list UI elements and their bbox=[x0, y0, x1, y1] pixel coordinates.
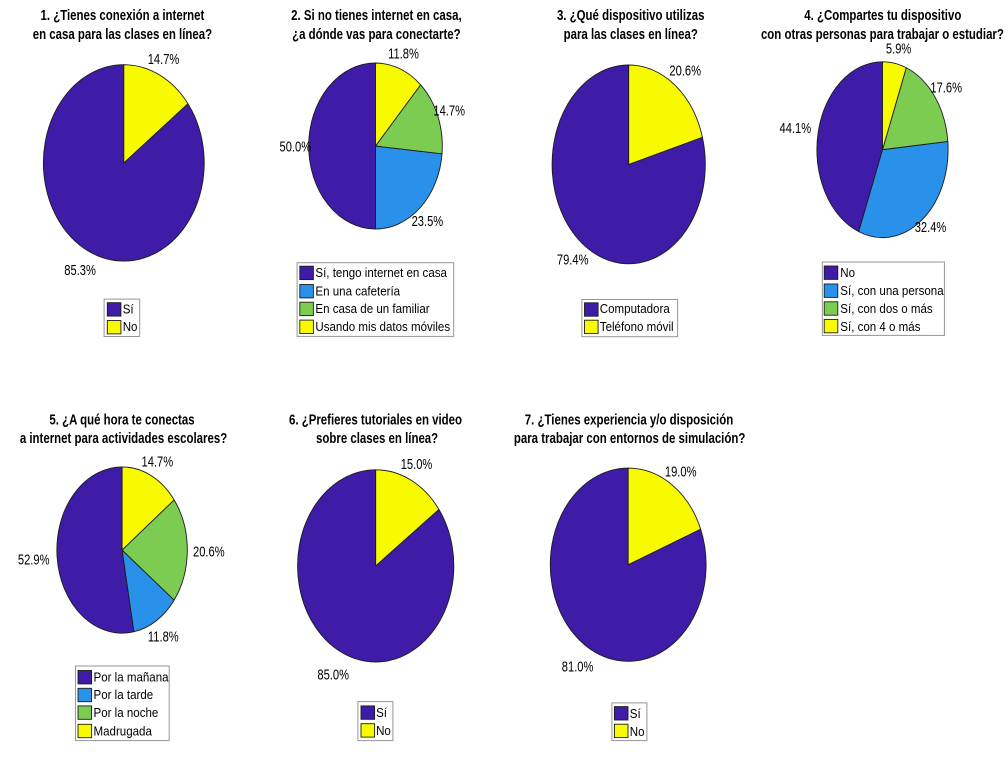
svg-text:85.0%: 85.0% bbox=[317, 666, 349, 683]
svg-text:14.7%: 14.7% bbox=[433, 102, 465, 119]
svg-text:4. ¿Compartes tu dispositivo: 4. ¿Compartes tu dispositivo bbox=[804, 7, 961, 24]
svg-text:Por la mañana: Por la mañana bbox=[94, 670, 169, 685]
svg-text:Por la tarde: Por la tarde bbox=[94, 687, 154, 702]
svg-text:11.8%: 11.8% bbox=[148, 628, 179, 645]
svg-text:Computadora: Computadora bbox=[600, 301, 670, 316]
svg-text:En casa de un familiar: En casa de un familiar bbox=[315, 301, 429, 316]
svg-text:2. Si no tienes internet en ca: 2. Si no tienes internet en casa, bbox=[291, 7, 461, 24]
svg-text:17.6%: 17.6% bbox=[930, 79, 962, 96]
svg-text:3. ¿Qué dispositivo utilizas: 3. ¿Qué dispositivo utilizas bbox=[557, 7, 705, 24]
svg-text:81.0%: 81.0% bbox=[562, 658, 594, 675]
svg-text:52.9%: 52.9% bbox=[18, 551, 50, 568]
svg-text:Sí: Sí bbox=[376, 705, 387, 720]
svg-text:20.6%: 20.6% bbox=[669, 62, 701, 79]
svg-text:19.0%: 19.0% bbox=[665, 463, 697, 480]
svg-text:Sí: Sí bbox=[630, 706, 641, 721]
svg-text:14.7%: 14.7% bbox=[142, 453, 174, 470]
svg-text:Sí, con una persona: Sí, con una persona bbox=[840, 283, 943, 298]
svg-text:Sí, tengo internet en casa: Sí, tengo internet en casa bbox=[315, 265, 447, 280]
svg-text:32.4%: 32.4% bbox=[915, 218, 947, 235]
svg-text:50.0%: 50.0% bbox=[280, 138, 312, 155]
svg-text:No: No bbox=[630, 724, 645, 739]
svg-text:Sí, con 4 o más: Sí, con 4 o más bbox=[840, 319, 920, 334]
svg-text:No: No bbox=[376, 723, 391, 738]
svg-text:en casa para las clases en lín: en casa para las clases en línea? bbox=[33, 26, 212, 43]
svg-text:5.9%: 5.9% bbox=[886, 40, 912, 57]
svg-text:85.3%: 85.3% bbox=[64, 262, 96, 279]
svg-text:1. ¿Tienes conexión a internet: 1. ¿Tienes conexión a internet bbox=[40, 7, 204, 24]
svg-text:23.5%: 23.5% bbox=[412, 212, 444, 229]
svg-text:7. ¿Tienes experiencia y/o dis: 7. ¿Tienes experiencia y/o disposición bbox=[525, 411, 733, 428]
svg-text:20.6%: 20.6% bbox=[193, 543, 225, 560]
svg-text:14.7%: 14.7% bbox=[148, 50, 180, 67]
svg-text:a internet para actividades es: a internet para actividades escolares? bbox=[20, 429, 227, 446]
svg-text:15.0%: 15.0% bbox=[401, 455, 433, 472]
svg-text:Por la noche: Por la noche bbox=[94, 705, 159, 720]
svg-text:79.4%: 79.4% bbox=[557, 251, 589, 268]
svg-text:Sí: Sí bbox=[123, 302, 134, 317]
svg-text:Teléfono móvil: Teléfono móvil bbox=[600, 319, 674, 334]
svg-text:No: No bbox=[123, 319, 138, 334]
svg-text:Sí, con dos o más: Sí, con dos o más bbox=[840, 301, 932, 316]
svg-text:sobre clases en línea?: sobre clases en línea? bbox=[316, 429, 438, 446]
svg-text:5. ¿A qué hora te conectas: 5. ¿A qué hora te conectas bbox=[49, 411, 194, 428]
svg-text:con otras personas para trabaj: con otras personas para trabajar o estud… bbox=[761, 26, 1004, 43]
svg-text:En una cafetería: En una cafetería bbox=[315, 284, 400, 299]
svg-text:44.1%: 44.1% bbox=[780, 119, 812, 136]
svg-text:Madrugada: Madrugada bbox=[94, 724, 152, 739]
svg-text:No: No bbox=[840, 265, 855, 280]
svg-text:para las clases en línea?: para las clases en línea? bbox=[564, 26, 698, 43]
svg-text:6. ¿Prefieres tutoriales en vi: 6. ¿Prefieres tutoriales en video bbox=[289, 411, 462, 428]
svg-text:¿a dónde vas para conectarte?: ¿a dónde vas para conectarte? bbox=[292, 26, 461, 43]
svg-text:11.8%: 11.8% bbox=[388, 45, 419, 62]
svg-text:para trabajar con entornos de: para trabajar con entornos de simulación… bbox=[514, 429, 745, 446]
svg-text:Usando mis datos móviles: Usando mis datos móviles bbox=[315, 319, 450, 334]
